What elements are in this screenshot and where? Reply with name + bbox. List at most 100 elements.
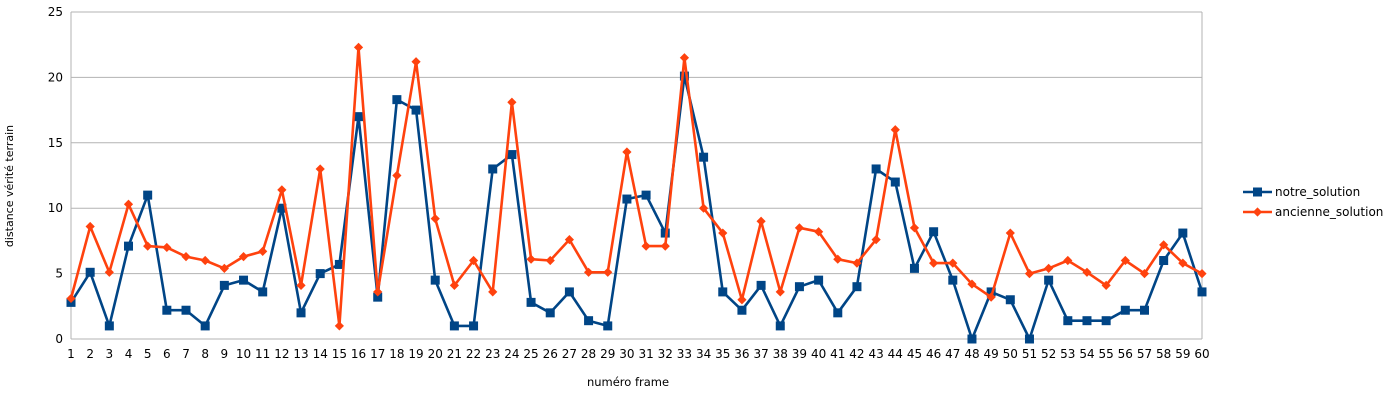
data-point: [641, 190, 651, 200]
data-point: [756, 280, 766, 290]
x-tick-label: 59: [1175, 347, 1190, 361]
x-tick-label: 39: [792, 347, 807, 361]
data-point: [545, 255, 555, 266]
x-tick-label: 44: [888, 347, 903, 361]
x-tick-label: 50: [1003, 347, 1018, 361]
x-tick-label: 16: [351, 347, 366, 361]
data-point: [679, 53, 690, 63]
x-tick-label: 17: [370, 347, 385, 361]
data-point: [277, 185, 287, 195]
data-point: [852, 282, 862, 292]
data-point: [698, 203, 709, 213]
data-point: [929, 227, 939, 237]
data-point: [929, 258, 939, 268]
data-point: [104, 321, 114, 331]
data-point: [545, 308, 555, 318]
y-tick-label: 25: [48, 5, 63, 19]
series-group: [66, 42, 1207, 344]
data-point: [794, 282, 804, 292]
data-point: [334, 259, 344, 269]
data-point: [219, 263, 229, 273]
data-point: [219, 280, 229, 290]
x-tick-label: 55: [1099, 347, 1114, 361]
data-point: [526, 297, 536, 307]
data-point: [1044, 263, 1054, 273]
data-point: [239, 275, 249, 285]
x-axis-label: numéro frame: [587, 375, 669, 389]
y-tick-label: 5: [55, 267, 63, 281]
data-point: [1120, 255, 1130, 266]
data-point: [737, 295, 747, 305]
data-point: [1159, 256, 1169, 266]
x-tick-label: 60: [1194, 347, 1209, 361]
data-point: [238, 251, 249, 262]
x-tick-label: 37: [753, 347, 768, 361]
x-tick-label: 29: [600, 347, 615, 361]
x-tick-label: 43: [868, 347, 883, 361]
y-tick-label: 0: [55, 332, 63, 346]
x-tick-label: 38: [773, 347, 788, 361]
data-point: [1101, 280, 1111, 290]
x-tick-label: 45: [907, 347, 922, 361]
x-tick-label: 46: [926, 347, 941, 361]
data-point: [315, 269, 325, 279]
data-point: [603, 321, 613, 331]
data-point: [1101, 316, 1111, 326]
data-point: [354, 112, 364, 122]
data-point: [967, 279, 977, 289]
legend: notre_solution ancienne_solution: [1243, 185, 1383, 219]
gridlines: [71, 11, 1202, 275]
data-point: [296, 280, 306, 290]
data-point: [1139, 305, 1149, 315]
x-tick-label: 40: [811, 347, 826, 361]
legend-label: ancienne_solution: [1275, 205, 1383, 219]
x-tick-label: 41: [830, 347, 845, 361]
data-point: [162, 242, 172, 253]
data-point: [986, 287, 996, 297]
data-point: [909, 223, 920, 233]
series-line-notre_solution: [69, 74, 1204, 341]
x-tick-label: 49: [983, 347, 998, 361]
y-axis-label: distance vérité terrain: [3, 125, 16, 247]
x-tick-label: 22: [466, 347, 481, 361]
legend-marker-square: [1253, 187, 1262, 197]
series-ancienne_solution: [66, 42, 1207, 331]
data-point: [833, 308, 843, 318]
x-tick-label: 33: [677, 347, 692, 361]
x-tick-label: 14: [313, 347, 328, 361]
x-tick-label: 9: [221, 347, 229, 361]
data-point: [449, 321, 459, 331]
data-point: [1005, 295, 1015, 305]
data-point: [948, 275, 958, 285]
x-tick-label: 2: [86, 347, 94, 361]
x-tick-label: 48: [964, 347, 979, 361]
data-point: [909, 263, 919, 273]
x-tick-label: 28: [581, 347, 596, 361]
x-tick-label: 35: [715, 347, 730, 361]
data-point: [890, 125, 900, 135]
data-point: [1063, 255, 1073, 266]
data-point: [583, 267, 594, 277]
x-tick-label: 8: [201, 347, 209, 361]
data-point: [1024, 269, 1035, 279]
x-tick-label: 31: [638, 347, 653, 361]
x-tick-label: 27: [562, 347, 577, 361]
data-point: [143, 241, 153, 251]
series-notre_solution: [66, 71, 1207, 344]
x-tick-label: 30: [619, 347, 634, 361]
data-point: [123, 199, 134, 209]
data-point: [564, 234, 575, 245]
data-point: [1197, 269, 1207, 279]
x-tick-label: 26: [543, 347, 558, 361]
data-point: [1178, 258, 1188, 268]
x-tick-label: 3: [106, 347, 114, 361]
x-tick-label: 58: [1156, 347, 1171, 361]
data-point: [104, 267, 114, 277]
x-tick-label: 54: [1079, 347, 1094, 361]
data-point: [334, 321, 344, 331]
x-tick-label: 36: [734, 347, 749, 361]
data-point: [603, 267, 613, 277]
y-tick-label: 15: [48, 136, 63, 150]
data-point: [967, 334, 977, 344]
legend-marker-diamond: [1252, 207, 1263, 217]
